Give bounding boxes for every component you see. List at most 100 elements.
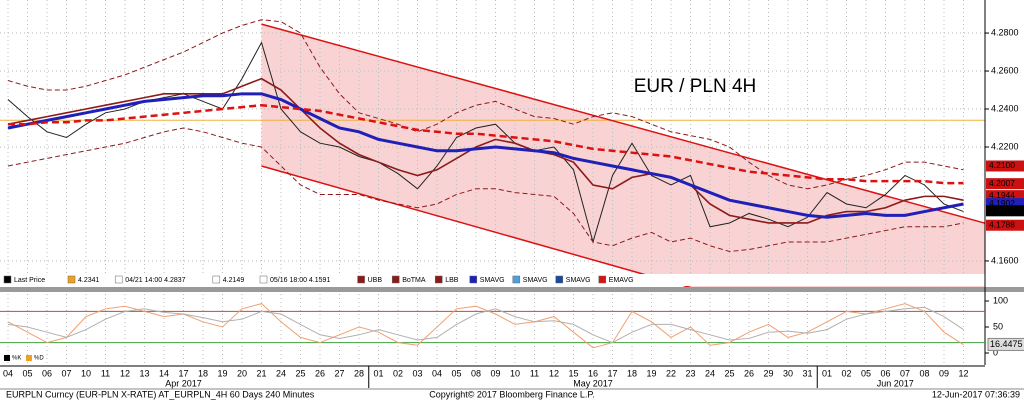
legend-swatch — [3, 275, 12, 284]
legend-swatch — [259, 275, 268, 284]
x-tick-label: 09 — [939, 368, 949, 378]
x-tick-label: 10 — [510, 368, 520, 378]
legend-label: SMAVG — [523, 277, 548, 284]
legend-swatch — [26, 355, 32, 361]
x-tick-label: 15 — [568, 368, 578, 378]
x-tick-label: 25 — [724, 368, 734, 378]
footer-left: EURPLN Curncy (EUR-PLN X-RATE) AT_EURPLN… — [6, 389, 315, 399]
legend-label: Last Price — [14, 277, 45, 284]
x-tick-label: 05 — [22, 368, 32, 378]
y-tick-label: 0 — [993, 347, 998, 357]
month-label: May 2017 — [573, 378, 613, 388]
legend-bar — [0, 274, 985, 286]
x-tick-label: 24 — [276, 368, 286, 378]
price-tag — [986, 198, 1024, 210]
chart-title: EUR / PLN 4H — [634, 76, 756, 97]
legend-label: %D — [34, 356, 44, 362]
price-tag — [986, 160, 1024, 172]
panel-separator — [0, 287, 1024, 292]
series-line — [7, 306, 964, 344]
x-tick-label: 04 — [432, 368, 442, 378]
series-line — [7, 77, 964, 224]
x-tick-label: 28 — [354, 368, 364, 378]
x-tick-label: 02 — [841, 368, 851, 378]
x-tick-label: 04 — [3, 368, 13, 378]
series-line — [7, 127, 964, 252]
y-tick-label: 4.2400 — [991, 103, 1019, 113]
y-tick-label: 50 — [993, 321, 1003, 331]
x-tick-label: 05 — [861, 368, 871, 378]
x-tick-label: 02 — [393, 368, 403, 378]
price-tag-label: 4.2007 — [989, 178, 1015, 188]
x-tick-label: 27 — [334, 368, 344, 378]
x-tick-label: 16 — [588, 368, 598, 378]
x-tick-label: 18 — [198, 368, 208, 378]
price-tag — [986, 219, 1024, 231]
legend-label: 05/16 18:00 4.1591 — [270, 277, 330, 284]
legend-label: UBB — [368, 277, 383, 284]
y-tick-label: 100 — [993, 295, 1008, 305]
x-tick-label: 12 — [958, 368, 968, 378]
x-tick-label: 22 — [666, 368, 676, 378]
x-tick-label: 13 — [139, 368, 149, 378]
x-tick-label: 18 — [627, 368, 637, 378]
x-tick-label: 24 — [705, 368, 715, 378]
x-tick-label: 19 — [646, 368, 656, 378]
legend-swatch — [434, 275, 443, 284]
y-tick-label: 4.1600 — [991, 255, 1019, 265]
x-tick-label: 31 — [802, 368, 812, 378]
x-tick-label: 25 — [295, 368, 305, 378]
series-line — [7, 41, 964, 244]
legend-label: LBB — [445, 277, 459, 284]
footer-right: 12-Jun-2017 07:36:39 — [932, 389, 1020, 399]
legend-label: SMAVG — [480, 277, 505, 284]
legend-label: 04/21 14:00 4.2837 — [125, 277, 185, 284]
x-tick-label: 07 — [900, 368, 910, 378]
footer-center: Copyright© 2017 Bloomberg Finance L.P. — [429, 389, 595, 399]
channel-lower — [261, 165, 691, 289]
price-tag — [986, 205, 1024, 217]
legend-swatch — [4, 355, 10, 361]
price-tag-label: 4.2100 — [989, 160, 1015, 170]
legend-label: 4.2341 — [78, 277, 100, 284]
x-tick-label: 07 — [61, 368, 71, 378]
x-tick-label: 06 — [880, 368, 890, 378]
y-tick-label: 4.2200 — [991, 141, 1019, 151]
x-tick-label: 12 — [549, 368, 559, 378]
legend-swatch — [512, 275, 521, 284]
x-tick-label: 09 — [490, 368, 500, 378]
price-tag-label: 4.1902 — [989, 198, 1015, 208]
price-tag-label: 4.1864 — [989, 205, 1015, 215]
osc-tag — [987, 337, 1024, 351]
y-tick-label: 4.2600 — [991, 65, 1019, 75]
x-tick-label: 20 — [237, 368, 247, 378]
channel-upper — [261, 23, 986, 224]
x-tick-label: 23 — [685, 368, 695, 378]
x-tick-label: 12 — [120, 368, 130, 378]
series-line — [7, 19, 964, 190]
osc-tag-label: 16.4475 — [990, 339, 1023, 349]
x-tick-label: 11 — [101, 368, 110, 378]
x-tick-label: 06 — [42, 368, 52, 378]
series-line — [8, 103, 964, 185]
x-tick-label: 05 — [451, 368, 461, 378]
legend-swatch — [598, 275, 607, 284]
y-tick-label: 4.2800 — [991, 27, 1019, 37]
x-tick-label: 17 — [178, 368, 188, 378]
x-tick-label: 08 — [919, 368, 929, 378]
x-tick-label: 26 — [315, 368, 325, 378]
x-tick-label: 08 — [471, 368, 481, 378]
legend-swatch — [555, 275, 564, 284]
price-tag-label: 4.1788 — [989, 219, 1015, 229]
legend-label: EMAVG — [609, 277, 634, 284]
legend-label: SMAVG — [566, 277, 591, 284]
x-tick-label: 11 — [530, 368, 539, 378]
series-line — [7, 92, 964, 219]
legend-label: BoTMA — [402, 277, 426, 284]
legend-swatch — [114, 275, 123, 284]
legend-swatch — [67, 275, 76, 284]
legend-swatch — [469, 275, 478, 284]
x-tick-label: 14 — [159, 368, 169, 378]
x-tick-label: 01 — [373, 368, 383, 378]
